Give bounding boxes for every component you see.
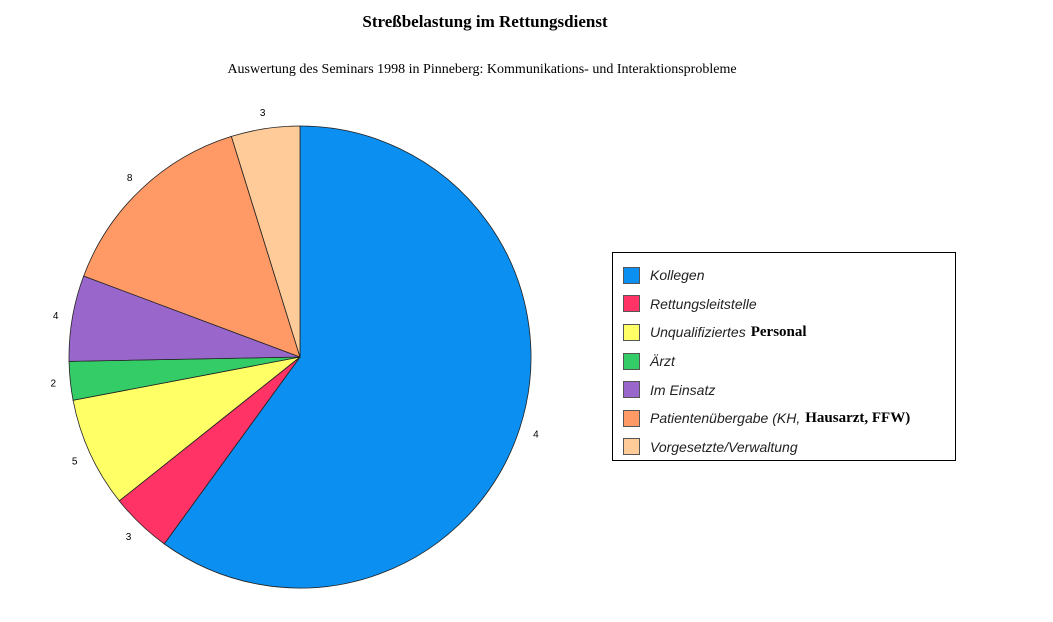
legend-swatch [623, 266, 640, 284]
legend-item-kollegen: Kollegen [613, 261, 955, 290]
legend-swatch [623, 295, 640, 313]
legend-item-unqualifiziertes-personal: Unqualifiziertes Personal [613, 318, 955, 347]
legend-label: Im Einsatz [650, 381, 716, 398]
chart-legend: Kollegen Rettungsleitstelle Unqualifizie… [612, 252, 956, 461]
slice-value-label: 4 [533, 430, 539, 441]
legend-swatch [623, 438, 640, 456]
slice-value-label: 3 [260, 108, 266, 119]
legend-swatch [623, 409, 640, 427]
legend-swatch [623, 381, 640, 399]
legend-item-rettungsleitstelle: Rettungsleitstelle [613, 290, 955, 319]
legend-item-patientenuebergabe: Patientenübergabe (KH, Hausarzt, FFW) [613, 404, 955, 433]
pie-slice [163, 125, 532, 589]
chart-subtitle: Auswertung des Seminars 1998 in Pinneber… [227, 62, 737, 77]
chart-title: Streßbelastung im Rettungsdienst [362, 12, 608, 31]
slice-value-label: 8 [127, 173, 133, 184]
legend-item-im-einsatz: Im Einsatz [613, 375, 955, 404]
legend-label-suffix: Hausarzt, FFW) [805, 409, 911, 426]
legend-label: Ärzt [650, 353, 675, 370]
slice-value-label: 5 [72, 457, 78, 468]
slice-value-label: 2 [51, 379, 57, 390]
legend-item-arzt: Ärzt [613, 347, 955, 376]
legend-label: Vorgesetzte/Verwaltung [650, 438, 798, 455]
legend-label: Patientenübergabe (KH, [650, 410, 801, 427]
pie-slice [83, 135, 301, 358]
legend-swatch [623, 352, 640, 370]
pie-slice [72, 356, 301, 502]
slice-value-label: 3 [126, 532, 132, 543]
pie-slice [230, 125, 301, 358]
legend-label: Kollegen [650, 267, 705, 284]
legend-label-suffix: Personal [750, 323, 807, 340]
legend-swatch [623, 323, 640, 341]
legend-label: Rettungsleitstelle [650, 295, 757, 312]
legend-item-vorgesetzte-verwaltung: Vorgesetzte/Verwaltung [613, 433, 955, 462]
slice-value-label: 4 [53, 311, 59, 322]
legend-label: Unqualifiziertes [650, 324, 746, 341]
